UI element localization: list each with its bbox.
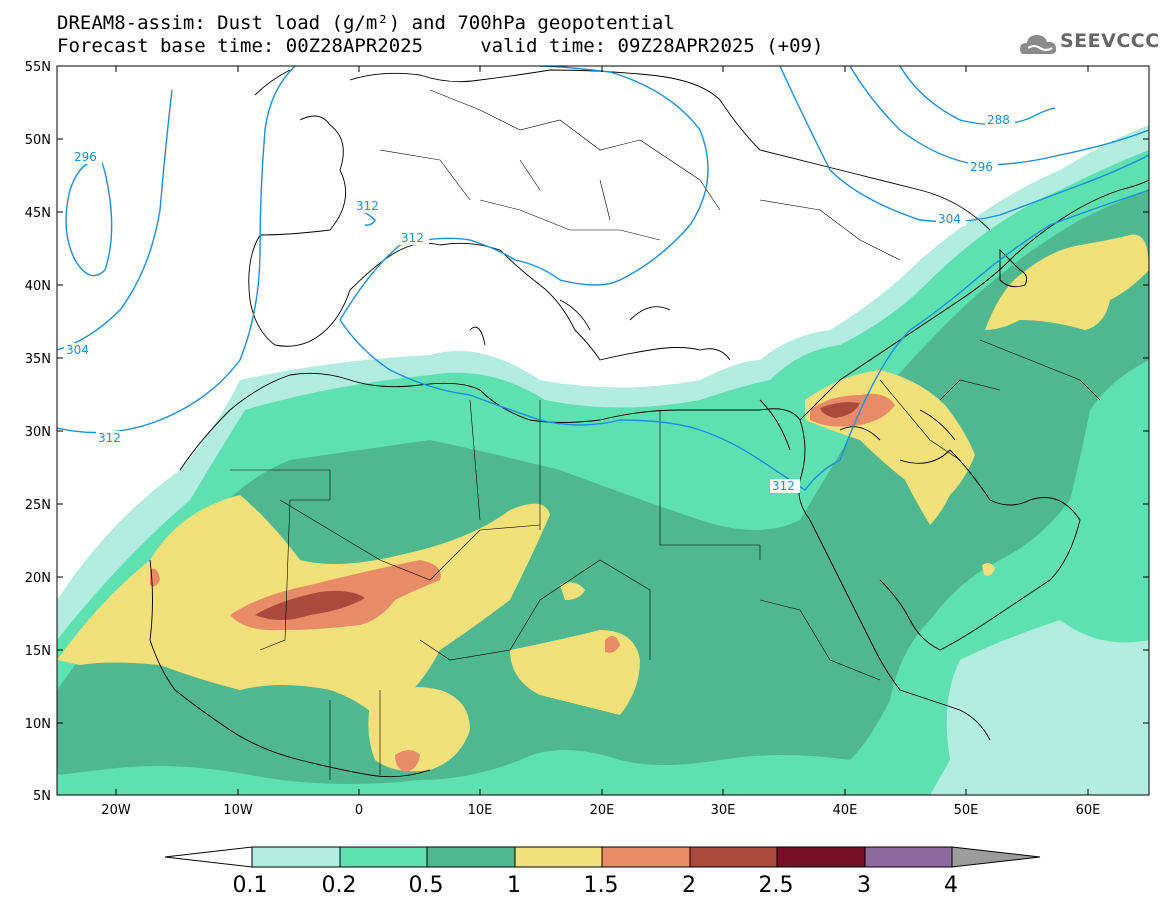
colorbar-label: 1.5 bbox=[584, 873, 619, 898]
lon-label: 10W bbox=[223, 803, 253, 818]
lon-label: 20W bbox=[101, 803, 131, 818]
lat-label: 40N bbox=[25, 279, 51, 294]
colorbar-swatch bbox=[776, 846, 866, 868]
contour-label: 312 bbox=[772, 479, 795, 493]
contour-labels: 296 312 312 304 312 312 288 296 304 bbox=[64, 113, 1015, 493]
lon-label: 20E bbox=[590, 803, 615, 818]
lat-label: 45N bbox=[25, 206, 51, 221]
colorbar-swatch bbox=[339, 846, 428, 868]
lat-label: 5N bbox=[33, 789, 51, 804]
colorbar-under-arrow bbox=[164, 846, 253, 868]
contour-label: 304 bbox=[66, 343, 89, 357]
lat-label: 50N bbox=[25, 133, 51, 148]
colorbar-label: 0.2 bbox=[322, 873, 357, 898]
country-borders bbox=[230, 89, 1101, 780]
latitude-labels: 55N 50N 45N 40N 35N 30N 25N 20N 15N 10N … bbox=[25, 60, 51, 804]
lon-label: 10E bbox=[468, 803, 493, 818]
contour-label: 288 bbox=[987, 113, 1010, 127]
lat-label: 30N bbox=[25, 425, 51, 440]
colorbar-label: 2.5 bbox=[759, 873, 794, 898]
colorbar-label: 0.1 bbox=[233, 873, 268, 898]
cloud-logo-icon bbox=[1020, 35, 1057, 54]
lat-label: 55N bbox=[25, 60, 51, 75]
dust-level-2 bbox=[820, 402, 860, 418]
dust-level-1 bbox=[985, 234, 1149, 330]
colorbar-swatch bbox=[426, 846, 516, 868]
contour-label: 304 bbox=[938, 212, 961, 226]
colorbar-label: 3 bbox=[857, 873, 871, 898]
dust-field bbox=[57, 125, 1149, 795]
dust-level-2 bbox=[255, 590, 365, 620]
lon-label: 50E bbox=[954, 803, 979, 818]
contour-label: 312 bbox=[401, 231, 424, 245]
contour-label: 312 bbox=[356, 199, 379, 213]
dust-level-1-5 bbox=[150, 568, 160, 587]
colorbar-swatch bbox=[689, 846, 778, 868]
colorbar-swatch bbox=[514, 846, 603, 868]
lat-label: 25N bbox=[25, 498, 51, 513]
contour-label: 296 bbox=[970, 160, 993, 174]
lat-label: 15N bbox=[25, 644, 51, 659]
dust-level-1 bbox=[368, 687, 470, 772]
latitude-axis bbox=[57, 65, 1149, 724]
lat-label: 20N bbox=[25, 571, 51, 586]
dust-level-1 bbox=[560, 582, 585, 600]
map-title: DREAM8-assim: Dust load (g/m²) and 700hP… bbox=[57, 12, 675, 34]
dust-level-1 bbox=[982, 563, 995, 576]
colorbar-label: 0.5 bbox=[409, 873, 444, 898]
colorbar-label: 1 bbox=[507, 873, 521, 898]
logo-text: SEEVCCC bbox=[1060, 30, 1160, 52]
coastlines bbox=[149, 69, 1149, 778]
lon-label: 40E bbox=[833, 803, 858, 818]
colorbar-swatch bbox=[251, 846, 341, 868]
colorbar-over-arrow bbox=[951, 846, 1041, 868]
colorbar: 0.1 0.2 0.5 1 1.5 2 2.5 3 4 bbox=[164, 846, 1041, 898]
longitude-labels: 20W 10W 0 10E 20E 30E 40E 50E 60E bbox=[101, 803, 1100, 818]
lat-label: 10N bbox=[25, 717, 51, 732]
colorbar-label: 4 bbox=[944, 873, 958, 898]
lon-label: 0 bbox=[355, 803, 363, 818]
lat-label: 35N bbox=[25, 352, 51, 367]
forecast-time-line: Forecast base time: 00Z28APR2025 valid t… bbox=[57, 35, 824, 57]
dust-level-1-5 bbox=[395, 750, 420, 772]
colorbar-swatch bbox=[601, 846, 691, 868]
contour-label: 312 bbox=[98, 431, 121, 445]
lon-label: 30E bbox=[711, 803, 736, 818]
colorbar-swatch bbox=[864, 846, 953, 868]
contour-label: 296 bbox=[74, 150, 97, 164]
colorbar-label: 2 bbox=[682, 873, 696, 898]
dust-level-1-5 bbox=[605, 636, 620, 653]
longitude-axis bbox=[115, 66, 1089, 795]
lon-label: 60E bbox=[1076, 803, 1101, 818]
